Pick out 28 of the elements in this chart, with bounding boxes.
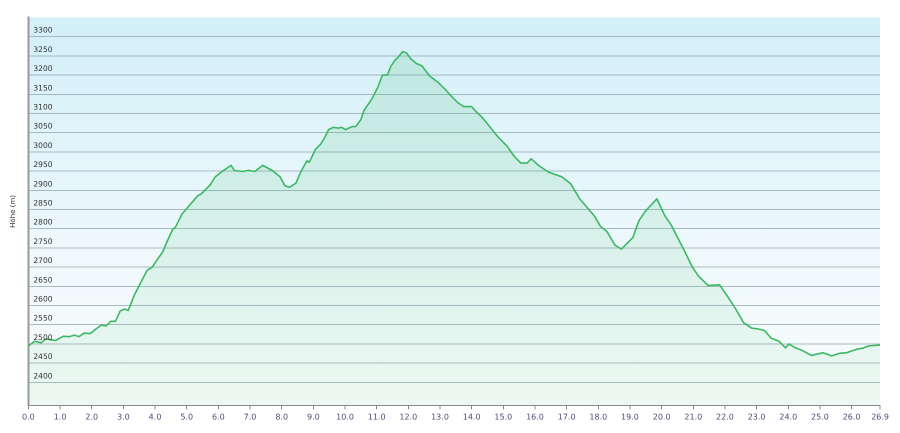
x-tick-label: 26.0: [842, 412, 861, 422]
x-tick-label: 5.0: [180, 412, 194, 422]
x-tick-label: 16.0: [526, 412, 544, 422]
x-tick-label: 17.0: [558, 412, 576, 422]
x-tick-label: 26.9: [871, 412, 889, 422]
x-tick-label: 25.0: [811, 412, 829, 422]
x-tick-label: 6.0: [212, 412, 225, 422]
x-tick-label: 8.0: [275, 412, 288, 422]
x-tick-label: 13.0: [431, 412, 449, 422]
x-tick-label: 4.0: [148, 412, 162, 422]
x-tick-label: 18.0: [589, 412, 608, 422]
x-tick-label: 24.0: [779, 412, 798, 422]
x-tick-label: 20.0: [652, 412, 671, 422]
x-tick-label: 2.0: [85, 412, 98, 422]
x-tick-label: 0.0: [22, 412, 35, 422]
x-tick-label: 3.0: [117, 412, 130, 422]
x-tick-label: 14.0: [462, 412, 481, 422]
x-tick-label: 22.0: [716, 412, 734, 422]
x-tick-label: 7.0: [244, 412, 256, 422]
x-tick-label: 10.0: [336, 412, 354, 422]
x-tick-label: 11.0: [368, 412, 386, 422]
x-tick-label: 21.0: [684, 412, 702, 422]
x-tick-label: 9.0: [306, 412, 320, 422]
x-tick-label: 23.0: [748, 412, 766, 422]
x-tick-label: 19.0: [621, 412, 639, 422]
x-tick-label: 1.0: [54, 412, 66, 422]
x-tick-label: 15.0: [494, 412, 512, 422]
x-tick-label: 12.0: [399, 412, 418, 422]
